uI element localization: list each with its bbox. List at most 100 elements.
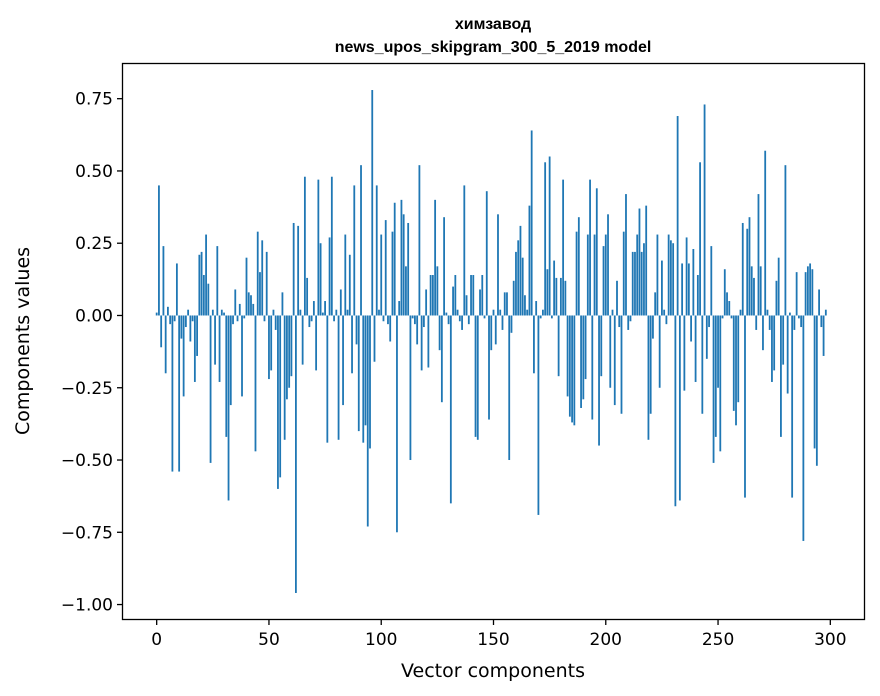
bar — [762, 315, 764, 351]
bar — [629, 315, 632, 322]
bar — [286, 315, 288, 400]
bar — [609, 315, 612, 388]
bar — [559, 277, 562, 316]
bar — [384, 220, 387, 316]
bar — [517, 240, 520, 316]
bar — [321, 312, 324, 316]
bar — [164, 315, 167, 374]
bar — [667, 234, 670, 316]
bar — [634, 251, 636, 316]
bar — [824, 309, 827, 316]
bar — [694, 315, 697, 382]
bar — [200, 251, 203, 316]
bar — [678, 315, 681, 501]
bar — [620, 315, 623, 414]
bar — [364, 315, 367, 426]
bar — [714, 315, 717, 437]
bar — [580, 315, 582, 408]
bar — [822, 315, 825, 356]
bar — [809, 263, 812, 316]
bar — [542, 309, 544, 316]
bar — [198, 254, 201, 316]
bar — [771, 315, 773, 382]
bar — [710, 246, 713, 316]
bar — [649, 315, 652, 414]
bar — [223, 312, 225, 316]
bar — [218, 315, 221, 382]
bar — [533, 315, 535, 374]
bar — [775, 280, 778, 316]
bar — [802, 315, 805, 541]
bar — [755, 315, 758, 330]
plot-frame — [121, 62, 866, 621]
bar — [546, 269, 549, 316]
bar — [214, 315, 216, 365]
bar — [676, 116, 679, 316]
x-tick-label: 150 — [477, 630, 509, 650]
bar — [652, 315, 654, 339]
bar — [692, 249, 695, 316]
bar — [535, 301, 538, 316]
bar — [672, 243, 675, 316]
bar — [737, 315, 740, 403]
bar — [589, 179, 591, 316]
bar — [288, 315, 291, 388]
bar — [416, 315, 419, 345]
bar — [537, 315, 540, 515]
bar — [303, 176, 306, 316]
bar — [279, 315, 282, 478]
bar — [631, 251, 634, 316]
bar — [777, 257, 780, 316]
bar — [643, 243, 645, 316]
x-tick-label: 100 — [365, 630, 397, 650]
bar — [449, 315, 452, 504]
bar — [283, 315, 286, 440]
bar — [616, 280, 618, 316]
bar — [173, 315, 176, 322]
bar — [726, 292, 728, 316]
bar — [405, 266, 407, 316]
bar — [232, 315, 234, 325]
bar — [811, 269, 814, 316]
bar — [669, 240, 672, 316]
bar — [483, 315, 486, 319]
bar — [447, 315, 450, 325]
bar-series — [155, 90, 827, 593]
bar — [604, 234, 607, 316]
bar — [575, 231, 578, 316]
bar — [202, 275, 205, 316]
bar — [238, 303, 241, 316]
bar — [420, 315, 423, 371]
bar — [220, 309, 223, 316]
bar — [557, 315, 560, 377]
bar — [773, 315, 776, 371]
bar — [398, 301, 401, 316]
bar — [510, 315, 513, 333]
bar — [586, 234, 589, 316]
bar — [488, 315, 490, 420]
bar — [658, 315, 661, 388]
y-tick-label: −1.00 — [61, 596, 113, 616]
bar — [445, 312, 448, 316]
x-axis-label: Vector components — [401, 660, 585, 682]
bar — [492, 309, 495, 316]
bar — [346, 309, 349, 316]
bar — [625, 194, 627, 316]
bar — [277, 315, 279, 489]
bar — [640, 251, 643, 316]
bar — [171, 315, 174, 472]
bar — [290, 315, 293, 377]
bar — [274, 315, 277, 330]
bar — [409, 315, 412, 461]
bar — [748, 217, 751, 316]
bar — [411, 315, 414, 319]
bar — [319, 243, 322, 316]
bar — [573, 315, 576, 426]
bar — [193, 315, 196, 382]
bar — [461, 315, 463, 330]
bar — [342, 315, 344, 406]
bar — [550, 315, 553, 319]
bar — [452, 286, 454, 316]
bar — [355, 315, 358, 345]
